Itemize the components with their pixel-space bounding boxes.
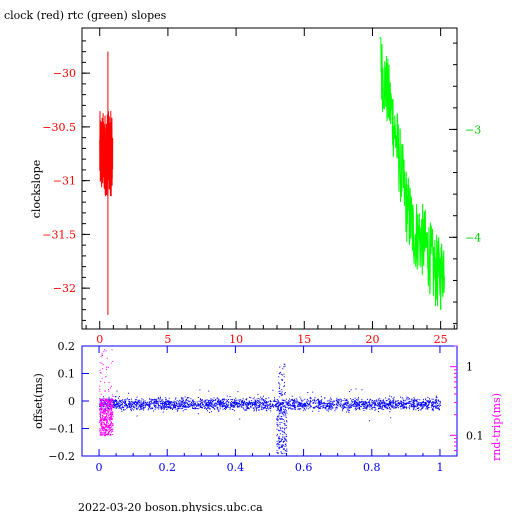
top-x-tick-label: 0 [96, 333, 103, 346]
top-x-tick-label: 10 [229, 333, 243, 346]
top-y-tick-label: −32 [53, 282, 76, 295]
red-series-line [99, 110, 114, 197]
bottom-y-tick-label: 0.1 [58, 368, 76, 381]
bottom-y-tick-label: −0.1 [48, 423, 75, 436]
chart-title: clock (red) rtc (green) slopes [4, 9, 167, 22]
bottom-y2-label: rnd-trip(ms) [490, 393, 503, 461]
bottom-x-tick-label: 0.4 [227, 461, 245, 474]
top-y-tick-label: −31.5 [42, 228, 76, 241]
bottom-chart: 0 0.2 0.4 0.6 0.8 1 −0.2−0.100.10.2 10.1 offs… [32, 340, 503, 474]
top-y-tick-label: −30.5 [42, 121, 76, 134]
bottom-x-tick-label: 1 [436, 461, 443, 474]
top-x-tick-label: 5 [164, 333, 171, 346]
top-x-axis: 0 5 10 15 20 25 [85, 28, 455, 346]
bottom-x-tick-label: 0.2 [158, 461, 176, 474]
roundtrip-points [99, 349, 114, 437]
green-series-line [379, 37, 445, 311]
roundtrip-series [99, 349, 114, 437]
bottom-y2-tick-label: 0.1 [466, 429, 484, 442]
top-y2-tick-label: −4 [465, 231, 481, 244]
top-y2-axis: −3 −4 [449, 42, 481, 325]
top-y-axis: −30 −30.5 −31 −31.5 −32 [42, 40, 90, 321]
bottom-x-tick-label: 0 [96, 461, 103, 474]
offset-points [99, 363, 441, 455]
bottom-y-tick-label: 0.2 [58, 340, 76, 353]
bottom-y-axis: −0.2 −0.1 0 0.1 0.2 [48, 340, 89, 463]
bottom-y2-axis: 10.1 [450, 345, 484, 452]
bottom-x-tick-label: 0.6 [295, 461, 313, 474]
top-chart: 0 5 10 15 20 25 −30 −30.5 −31 −31.5 −32 −3 −4 cloc… [30, 27, 481, 346]
top-y-tick-label: −31 [53, 175, 76, 188]
bottom-y-tick-label: −0.2 [48, 450, 75, 463]
offset-series [99, 363, 441, 455]
bottom-y2-tick-label: 1 [466, 361, 473, 374]
top-x-tick-label: 25 [434, 333, 448, 346]
top-x-tick-label: 20 [365, 333, 379, 346]
top-y-tick-label: −30 [53, 67, 76, 80]
bottom-y-tick-label: 0 [68, 395, 75, 408]
bottom-x-tick-label: 0.8 [363, 461, 381, 474]
top-y-label: clockslope [30, 160, 43, 218]
top-plot-frame [81, 27, 458, 330]
footer-text: 2022-03-20 boson.physics.ubc.ca [78, 501, 263, 512]
green-series [379, 37, 445, 311]
top-x-tick-label: 15 [297, 333, 311, 346]
red-series [99, 51, 114, 316]
bottom-y-label: offset(ms) [32, 373, 45, 429]
top-y2-tick-label: −3 [465, 123, 481, 136]
bottom-x-axis: 0 0.2 0.4 0.6 0.8 1 [96, 346, 443, 474]
